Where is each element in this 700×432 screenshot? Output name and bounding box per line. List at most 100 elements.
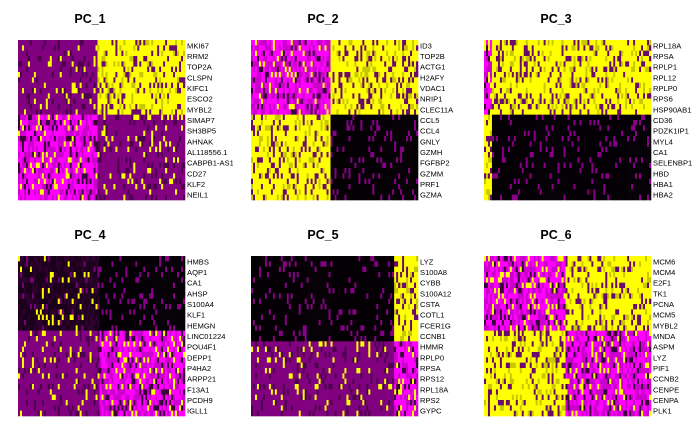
heatmap-cell bbox=[414, 173, 417, 179]
heatmap-cell bbox=[131, 88, 134, 94]
heatmap-cell bbox=[300, 109, 303, 115]
heatmap-cell bbox=[19, 184, 23, 190]
heatmap-cell bbox=[18, 93, 21, 99]
heatmap-cell bbox=[129, 162, 132, 169]
heatmap-cell bbox=[336, 72, 339, 78]
heatmap-cell bbox=[404, 141, 407, 147]
heatmap-cell bbox=[49, 184, 53, 190]
heatmap-cell bbox=[342, 136, 345, 142]
heatmap-cell bbox=[145, 104, 148, 110]
heatmap-cell bbox=[386, 98, 389, 105]
heatmap-cell bbox=[398, 82, 401, 89]
heatmap-cell bbox=[147, 88, 150, 94]
heatmap-cell bbox=[27, 66, 31, 73]
heatmap-cell bbox=[340, 130, 343, 137]
heatmap-cell bbox=[380, 82, 383, 89]
heatmap-cell bbox=[87, 66, 90, 73]
heatmap-cell bbox=[33, 141, 37, 147]
heatmap-cell bbox=[147, 72, 150, 78]
heatmap-cell bbox=[81, 125, 84, 131]
heatmap-cell bbox=[141, 61, 144, 67]
heatmap-cell bbox=[159, 56, 162, 62]
heatmap-cell bbox=[324, 88, 327, 94]
heatmap-cell bbox=[81, 146, 84, 153]
heatmap-cell bbox=[129, 114, 132, 121]
heatmap-cell bbox=[45, 66, 49, 73]
heatmap-cell bbox=[179, 130, 182, 137]
heatmap-cell bbox=[81, 173, 84, 179]
heatmap-cell bbox=[103, 194, 106, 201]
heatmap-cell bbox=[161, 173, 164, 179]
heatmap-cell bbox=[284, 189, 288, 195]
heatmap-cell bbox=[300, 125, 303, 131]
heatmap-cell bbox=[121, 93, 124, 99]
heatmap-cell bbox=[262, 162, 266, 169]
heatmap-cell bbox=[342, 157, 345, 163]
heatmap-cell bbox=[137, 152, 140, 158]
heatmap-cell bbox=[175, 136, 178, 142]
heatmap-cell bbox=[71, 168, 74, 174]
heatmap-cell bbox=[362, 184, 365, 190]
heatmap-cell bbox=[113, 72, 116, 78]
heatmap-cell bbox=[322, 104, 325, 110]
heatmap-cell bbox=[258, 173, 262, 179]
heatmap-cell bbox=[127, 82, 130, 89]
heatmap-cell bbox=[165, 98, 168, 105]
heatmap-cell bbox=[290, 184, 294, 190]
heatmap-cell bbox=[61, 157, 65, 163]
heatmap-cell bbox=[416, 104, 419, 110]
heatmap-cell bbox=[326, 120, 329, 126]
heatmap-cell bbox=[69, 173, 72, 179]
heatmap-cell bbox=[308, 184, 311, 190]
heatmap-cell bbox=[93, 104, 96, 110]
heatmap-cell bbox=[39, 40, 43, 46]
heatmap-cell bbox=[99, 120, 102, 126]
heatmap-cell bbox=[278, 114, 282, 121]
heatmap-cell bbox=[127, 168, 130, 174]
heatmap-cell bbox=[159, 45, 162, 51]
heatmap-cell bbox=[73, 162, 76, 169]
heatmap-cell bbox=[276, 141, 280, 147]
heatmap-cell bbox=[352, 152, 355, 158]
heatmap-cell bbox=[272, 61, 276, 67]
heatmap-cell bbox=[157, 162, 160, 169]
heatmap-cell bbox=[59, 173, 63, 179]
heatmap-cell bbox=[133, 136, 136, 142]
heatmap-cell bbox=[41, 146, 45, 153]
heatmap-cell bbox=[354, 141, 357, 147]
heatmap-cell bbox=[181, 120, 184, 126]
heatmap-cell bbox=[258, 194, 262, 201]
heatmap-cell bbox=[290, 104, 294, 110]
heatmap-cell bbox=[400, 56, 403, 62]
heatmap-cell bbox=[324, 120, 327, 126]
heatmap-cell bbox=[95, 109, 98, 115]
heatmap-cell bbox=[41, 130, 45, 137]
heatmap-cell bbox=[21, 157, 25, 163]
heatmap-cell bbox=[87, 184, 90, 190]
heatmap-cell bbox=[306, 168, 309, 174]
heatmap-cell bbox=[316, 77, 319, 83]
heatmap-cell bbox=[278, 157, 282, 163]
heatmap-cell bbox=[79, 157, 82, 163]
heatmap-cell bbox=[266, 50, 270, 57]
heatmap-cell bbox=[256, 130, 260, 137]
heatmap-cell bbox=[41, 72, 45, 78]
heatmap-cell bbox=[314, 56, 317, 62]
heatmap-cell bbox=[163, 45, 166, 51]
heatmap-cell bbox=[81, 104, 84, 110]
heatmap-cell bbox=[31, 93, 35, 99]
heatmap-cell bbox=[276, 77, 280, 83]
heatmap-cell bbox=[336, 109, 339, 115]
heatmap-cell bbox=[300, 72, 303, 78]
heatmap-cell bbox=[95, 152, 98, 158]
heatmap-cell bbox=[183, 50, 186, 57]
heatmap-cell bbox=[95, 56, 98, 62]
heatmap-cell bbox=[270, 61, 274, 67]
heatmap-cell bbox=[316, 178, 319, 185]
heatmap-cell bbox=[380, 98, 383, 105]
heatmap-cell bbox=[135, 72, 138, 78]
heatmap-cell bbox=[346, 45, 349, 51]
heatmap-cell bbox=[119, 136, 122, 142]
heatmap-cell bbox=[366, 120, 369, 126]
heatmap-cell bbox=[358, 146, 361, 153]
